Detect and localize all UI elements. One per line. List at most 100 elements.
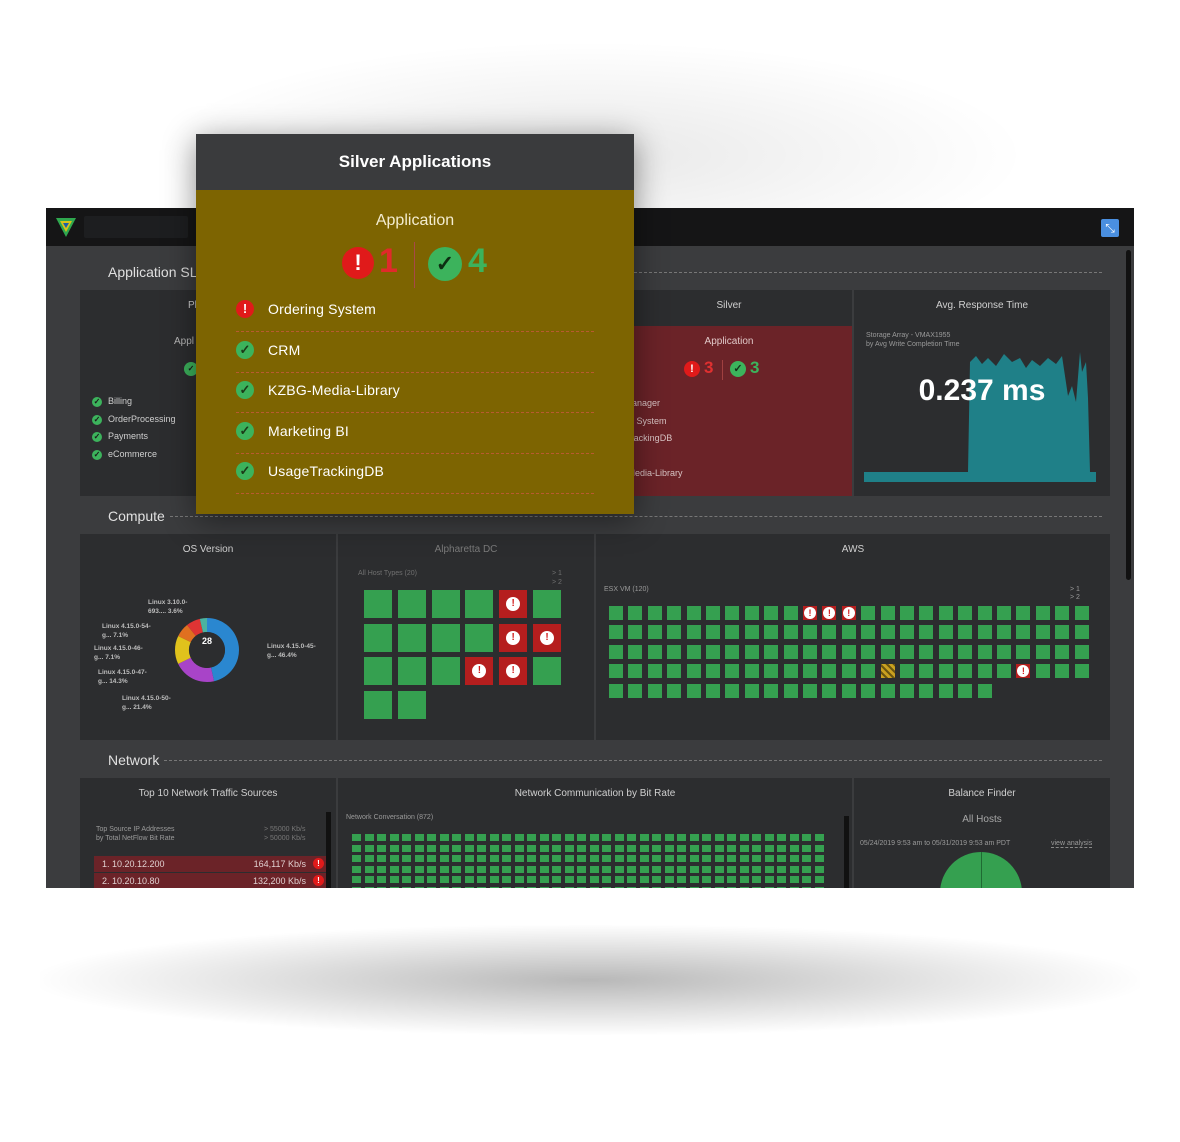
conversation-tile[interactable] bbox=[689, 886, 699, 888]
conversation-tile[interactable] bbox=[639, 844, 649, 852]
conversation-tile[interactable] bbox=[352, 865, 361, 873]
conversation-tile[interactable] bbox=[764, 834, 774, 841]
vm-tile[interactable] bbox=[647, 606, 662, 620]
aws-panel[interactable]: AWS ESX VM (120) > 1 > 2 !!!! bbox=[596, 534, 1110, 740]
conversation-tile[interactable] bbox=[602, 834, 611, 841]
vm-tile[interactable] bbox=[919, 683, 934, 698]
vm-tile[interactable] bbox=[783, 606, 798, 620]
vm-tile[interactable] bbox=[667, 664, 682, 679]
conversation-tile[interactable] bbox=[764, 855, 774, 862]
conversation-tile[interactable] bbox=[814, 876, 824, 883]
vm-tile[interactable] bbox=[861, 606, 876, 620]
vm-tile[interactable] bbox=[938, 606, 953, 620]
conversation-tile[interactable] bbox=[377, 834, 386, 841]
conversation-tile[interactable] bbox=[514, 834, 524, 841]
conversation-tile[interactable] bbox=[402, 865, 411, 873]
conversation-tile[interactable] bbox=[627, 886, 636, 888]
vm-tile[interactable] bbox=[900, 644, 914, 659]
conversation-tile[interactable] bbox=[489, 844, 499, 852]
vm-tile[interactable] bbox=[938, 644, 953, 659]
list-item[interactable]: rdering System bbox=[606, 415, 667, 426]
conversation-tile[interactable] bbox=[814, 865, 824, 873]
conversation-tile[interactable] bbox=[652, 844, 661, 852]
host-tile[interactable]: ! bbox=[499, 623, 528, 652]
conversation-tile[interactable] bbox=[789, 855, 799, 862]
conversation-tile[interactable] bbox=[789, 834, 799, 841]
conversation-tile[interactable] bbox=[414, 876, 424, 883]
vm-tile[interactable] bbox=[841, 683, 856, 698]
conversation-tile[interactable] bbox=[502, 865, 511, 873]
conversation-tile[interactable] bbox=[539, 855, 549, 862]
host-tile[interactable] bbox=[397, 690, 426, 719]
vm-tile[interactable] bbox=[880, 683, 895, 698]
conversation-tile[interactable] bbox=[639, 855, 649, 862]
vm-tile[interactable] bbox=[783, 644, 798, 659]
vm-tile[interactable] bbox=[977, 625, 992, 640]
conversation-tile[interactable] bbox=[814, 844, 824, 852]
host-tile[interactable]: ! bbox=[465, 657, 494, 686]
tooltip-list-item[interactable]: ✓ Marketing BI bbox=[236, 414, 594, 454]
conversation-tile[interactable] bbox=[364, 855, 374, 862]
vm-tile[interactable] bbox=[977, 606, 992, 620]
list-item[interactable]: ZBG-Media-Library bbox=[606, 468, 683, 478]
conversation-tile[interactable] bbox=[639, 865, 649, 873]
conversation-tile[interactable] bbox=[777, 834, 786, 841]
vm-tile[interactable] bbox=[1074, 606, 1089, 620]
conversation-tile[interactable] bbox=[764, 865, 774, 873]
conversation-tile[interactable] bbox=[752, 876, 761, 883]
conversation-tile[interactable] bbox=[552, 844, 561, 852]
vm-tile[interactable]: ! bbox=[1016, 664, 1031, 679]
vm-tile[interactable] bbox=[958, 683, 973, 698]
host-tile[interactable] bbox=[431, 623, 460, 652]
vm-tile[interactable] bbox=[764, 606, 779, 620]
conversation-tile[interactable] bbox=[814, 855, 824, 862]
vm-tile[interactable] bbox=[764, 683, 779, 698]
vm-tile[interactable] bbox=[803, 664, 817, 679]
vm-tile[interactable] bbox=[628, 664, 643, 679]
vm-tile[interactable] bbox=[1035, 664, 1050, 679]
vm-tile[interactable] bbox=[919, 644, 934, 659]
conversation-tile[interactable] bbox=[589, 865, 599, 873]
conversation-tile[interactable] bbox=[427, 834, 436, 841]
vm-tile[interactable] bbox=[803, 683, 817, 698]
vm-tile[interactable] bbox=[880, 664, 895, 679]
vm-tile[interactable] bbox=[628, 606, 643, 620]
conversation-tile[interactable] bbox=[414, 834, 424, 841]
conversation-tile[interactable] bbox=[452, 886, 461, 888]
host-tile[interactable]: ! bbox=[499, 590, 528, 618]
conversation-tile[interactable] bbox=[364, 886, 374, 888]
conversation-tile[interactable] bbox=[352, 834, 361, 841]
conversation-tile[interactable] bbox=[564, 865, 574, 873]
vm-tile[interactable]: ! bbox=[803, 606, 817, 620]
conversation-tile[interactable] bbox=[552, 876, 561, 883]
conversation-tile[interactable] bbox=[402, 886, 411, 888]
conversation-tile[interactable] bbox=[677, 844, 686, 852]
host-tile[interactable] bbox=[465, 623, 494, 652]
conversation-tile[interactable] bbox=[427, 865, 436, 873]
conversation-tile[interactable] bbox=[664, 834, 674, 841]
conversation-tile[interactable] bbox=[702, 876, 711, 883]
vm-tile[interactable] bbox=[1035, 606, 1050, 620]
conversation-tile[interactable] bbox=[627, 855, 636, 862]
conversation-tile[interactable] bbox=[389, 886, 399, 888]
conversation-tile[interactable] bbox=[727, 886, 736, 888]
conversation-tile[interactable] bbox=[714, 834, 724, 841]
conversation-tile[interactable] bbox=[739, 876, 749, 883]
conversation-tile[interactable] bbox=[464, 834, 474, 841]
vm-tile[interactable] bbox=[609, 664, 623, 679]
conversation-tile[interactable] bbox=[652, 834, 661, 841]
conversation-tile[interactable] bbox=[664, 865, 674, 873]
donut-slice[interactable] bbox=[199, 618, 207, 633]
vm-tile[interactable] bbox=[744, 644, 759, 659]
balance-finder-panel[interactable]: Balance Finder All Hosts 05/24/2019 9:53… bbox=[854, 778, 1110, 888]
conversation-tile[interactable] bbox=[564, 855, 574, 862]
donut-slice[interactable] bbox=[175, 636, 191, 664]
vm-tile[interactable] bbox=[667, 683, 682, 698]
vm-tile[interactable] bbox=[764, 625, 779, 640]
conversation-tile[interactable] bbox=[452, 855, 461, 862]
scrollbar[interactable] bbox=[1126, 250, 1131, 580]
response-time-panel[interactable]: Avg. Response Time Storage Array - VMAX1… bbox=[854, 290, 1110, 496]
expand-icon[interactable]: ⤡ bbox=[1101, 219, 1119, 237]
conversation-tile[interactable] bbox=[552, 865, 561, 873]
vm-tile[interactable] bbox=[919, 625, 934, 640]
